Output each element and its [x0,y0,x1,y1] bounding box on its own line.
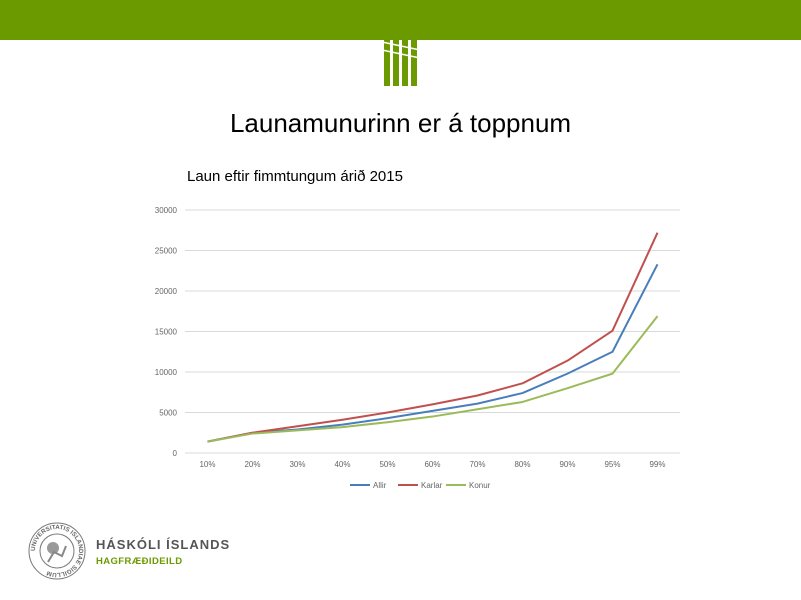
x-tick-label: 10% [199,460,215,469]
y-tick-label: 20000 [155,287,178,296]
y-tick-label: 10000 [155,368,178,377]
legend-label: Karlar [421,481,443,490]
x-tick-label: 80% [514,460,530,469]
x-tick-label: 40% [334,460,350,469]
x-tick-label: 70% [469,460,485,469]
series-line-konur [207,315,659,443]
x-tick-label: 95% [604,460,620,469]
x-tick-label: 90% [559,460,575,469]
x-tick-label: 60% [424,460,440,469]
department-name: HAGFRÆÐIDEILD [96,556,183,567]
y-tick-label: 25000 [155,247,178,256]
x-tick-label: 99% [649,460,665,469]
y-tick-label: 30000 [155,206,178,215]
university-name: HÁSKÓLI ÍSLANDS [96,537,231,552]
legend-label: Allir [373,481,387,490]
university-columns-logo [360,20,446,86]
salary-line-chart: 0 5000 10000 15000 20000 25000 30000 10% 20% 30% 4… [155,206,680,490]
y-tick-label: 15000 [155,328,178,337]
y-tick-label: 5000 [159,409,177,418]
chart-subtitle: Laun eftir fimmtungum árið 2015 [187,168,403,185]
slide-title: Launamunurinn er á toppnum [229,108,572,138]
series-line-karlar [207,232,659,443]
university-seal-logo: UNIVERSITATIS ISLANDIAE SIGILLUM [28,522,86,580]
x-tick-label: 50% [379,460,395,469]
y-tick-label: 0 [173,449,178,458]
x-tick-label: 30% [289,460,305,469]
legend-label: Konur [469,481,491,490]
x-tick-label: 20% [244,460,260,469]
